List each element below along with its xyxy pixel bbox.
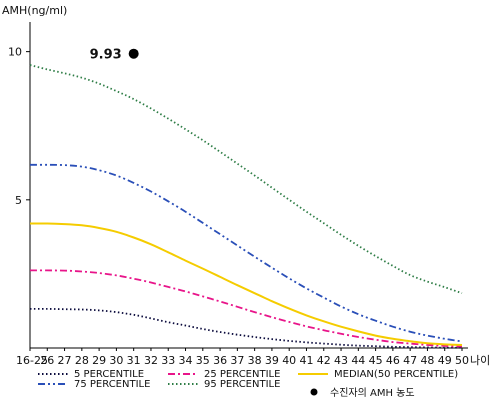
x-tick-label: 33 <box>161 354 175 367</box>
series-line-2 <box>29 269 463 348</box>
x-tick-label: 40 <box>282 354 296 367</box>
x-tick-label: 27 <box>58 354 72 367</box>
y-tick-label: 5 <box>15 194 22 207</box>
y-tick-group: 5 10 <box>8 46 30 207</box>
x-tick-label: 16-25 <box>16 354 48 367</box>
x-tick-label: 34 <box>179 354 193 367</box>
legend-label-1: 5 PERCENTILE <box>74 369 144 380</box>
legend-label-3: MEDIAN(50 PERCENTILE) <box>334 369 458 380</box>
x-tick-label: 42 <box>317 354 331 367</box>
legend-label-4: 75 PERCENTILE <box>74 379 150 390</box>
legend-label-5: 95 PERCENTILE <box>204 379 280 390</box>
x-tick-label: 50 <box>455 354 469 367</box>
patient-amh-value-label: 9.93 <box>90 48 122 63</box>
x-axis-title: 나이 <box>470 354 490 367</box>
x-tick-label: 28 <box>75 354 89 367</box>
x-tick-label: 35 <box>196 354 210 367</box>
x-tick-label: 39 <box>265 354 279 367</box>
legend-label-2: 25 PERCENTILE <box>204 369 280 380</box>
x-tick-label: 26 <box>40 354 54 367</box>
x-tick-label: 41 <box>299 354 313 367</box>
x-tick-label: 49 <box>438 354 452 367</box>
legend-marker-dot <box>310 388 318 396</box>
x-tick-label: 43 <box>334 354 348 367</box>
legend-label-marker: 수진자의 AMH 농도 <box>330 387 415 399</box>
x-tick-label: 37 <box>230 354 244 367</box>
x-tick-label: 30 <box>109 354 123 367</box>
patient-amh-point <box>128 48 139 59</box>
x-tick-label: 44 <box>351 354 365 367</box>
series-line-4 <box>29 163 463 343</box>
y-axis-title: AMH(ng/ml) <box>2 4 67 17</box>
series-line-5 <box>29 64 463 295</box>
y-tick-label: 10 <box>8 46 22 59</box>
series-line-3 <box>29 222 463 346</box>
x-tick-label: 38 <box>248 354 262 367</box>
x-tick-label: 32 <box>144 354 158 367</box>
series-group <box>29 64 463 349</box>
x-tick-label: 45 <box>369 354 383 367</box>
x-tick-label: 46 <box>386 354 400 367</box>
x-tick-label: 29 <box>92 354 106 367</box>
series-line-1 <box>29 307 463 349</box>
x-tick-label: 36 <box>213 354 227 367</box>
x-tick-label: 47 <box>403 354 417 367</box>
x-tick-label: 48 <box>420 354 434 367</box>
marker-group: 9.93 <box>90 48 139 63</box>
x-tick-label: 31 <box>127 354 141 367</box>
